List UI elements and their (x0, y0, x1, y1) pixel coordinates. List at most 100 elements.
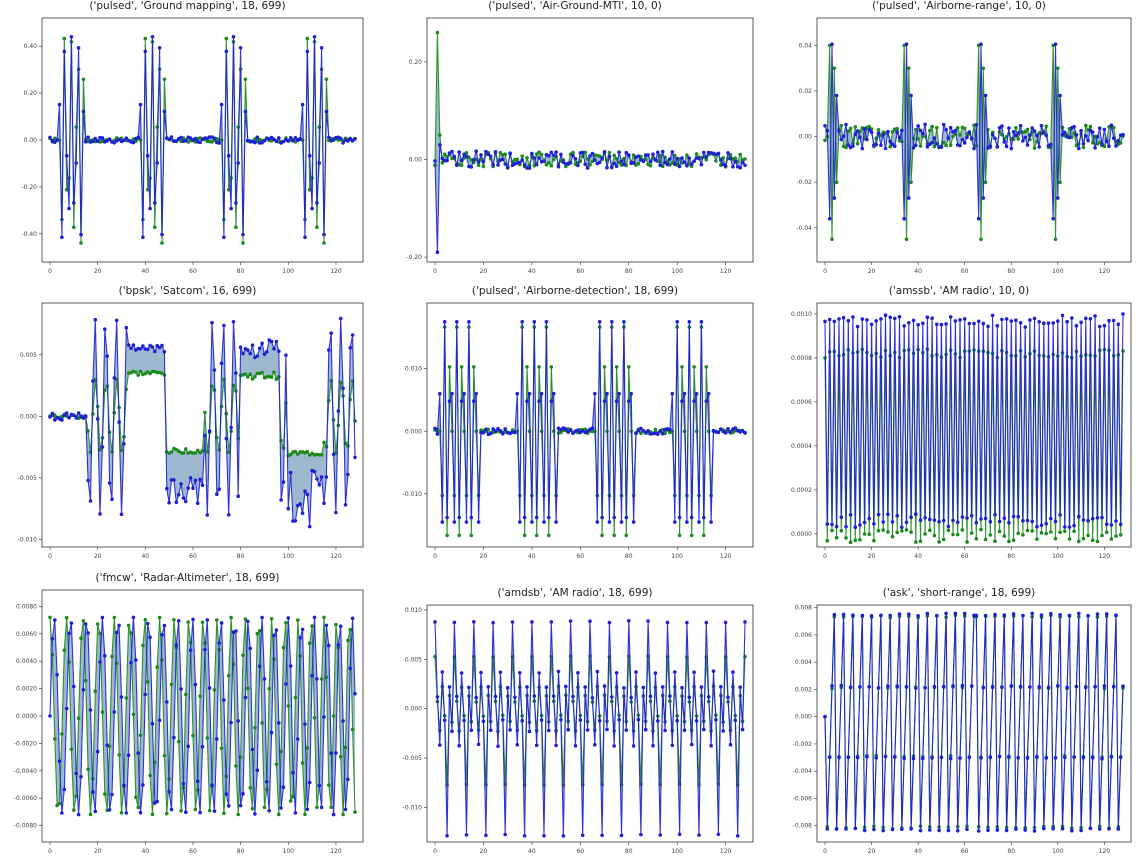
data-point (438, 743, 442, 747)
data-point (997, 519, 1002, 524)
data-point (1014, 133, 1018, 138)
data-point (241, 791, 245, 796)
data-point (904, 685, 909, 689)
data-point (184, 692, 188, 697)
data-point (646, 153, 650, 157)
x-tick-label: 80 (1007, 848, 1015, 855)
data-point (1090, 756, 1095, 760)
data-point (518, 520, 522, 524)
data-point (179, 135, 183, 140)
data-point (1100, 142, 1104, 146)
data-point (1021, 139, 1025, 143)
data-point (670, 391, 675, 396)
data-point (226, 804, 231, 808)
data-point (1093, 684, 1097, 689)
data-point (1121, 132, 1125, 137)
data-point (243, 617, 248, 621)
data-point (937, 540, 941, 544)
data-point (1023, 325, 1027, 329)
data-point (48, 714, 52, 718)
data-point (131, 712, 136, 717)
x-tick-label: 20 (94, 268, 102, 275)
data-point (291, 139, 295, 143)
data-point (967, 755, 972, 760)
data-point (481, 431, 486, 435)
data-point (1107, 827, 1111, 831)
data-point (612, 153, 616, 158)
x-tick-label: 80 (237, 553, 245, 560)
data-point (997, 754, 1002, 759)
data-point (566, 430, 570, 434)
data-point (260, 140, 264, 145)
data-point (138, 102, 143, 107)
x-tick-label: 60 (576, 553, 584, 560)
data-point (937, 520, 941, 524)
data-point (1025, 143, 1030, 147)
data-point (941, 122, 946, 127)
data-point (832, 319, 837, 324)
data-point (578, 718, 583, 722)
x-tick-label: 60 (189, 553, 197, 560)
data-point (993, 612, 997, 617)
data-point (675, 156, 679, 161)
data-point (692, 670, 696, 674)
data-point (900, 525, 904, 529)
data-point (888, 145, 892, 149)
plot-frame (816, 604, 1132, 843)
data-point (129, 660, 133, 665)
data-point (627, 153, 631, 157)
data-point (1104, 530, 1109, 534)
data-point (675, 718, 679, 723)
data-point (1088, 124, 1093, 129)
data-point (832, 66, 837, 70)
data-point (438, 133, 442, 137)
data-point (981, 321, 986, 326)
data-point (445, 533, 449, 538)
data-point (862, 828, 867, 833)
data-point (962, 141, 967, 145)
data-point (174, 643, 179, 647)
y-tick-label: 0.00 (799, 134, 813, 141)
data-point (1074, 323, 1079, 328)
data-point (731, 165, 735, 169)
data-point (205, 736, 210, 740)
data-point (110, 497, 114, 502)
series-q-line (824, 313, 1124, 528)
data-point (673, 670, 677, 674)
data-point (1109, 755, 1114, 759)
data-point (1058, 180, 1062, 184)
data-point (327, 643, 331, 648)
data-point (723, 431, 728, 435)
data-point (853, 132, 858, 136)
y-tick-label: -0.005 (18, 475, 38, 482)
data-point (858, 523, 862, 527)
data-point (830, 42, 834, 46)
data-point (895, 513, 899, 518)
data-point (207, 808, 212, 813)
chart-panel-6: ('amssb', 'AM radio', 10, 0) 0 20 40 60 80 10… (775, 285, 1143, 565)
chart-title: ('ask', 'short-range', 18, 699) (882, 587, 1036, 599)
data-point (1114, 534, 1118, 538)
data-point (909, 827, 913, 831)
data-point (459, 365, 464, 369)
data-point (893, 316, 897, 321)
data-point (248, 351, 252, 356)
data-point (958, 318, 962, 322)
data-point (928, 128, 932, 133)
data-point (869, 130, 874, 135)
data-point (160, 241, 164, 245)
data-point (974, 521, 979, 525)
data-point (447, 685, 452, 689)
data-point (941, 537, 946, 542)
data-point (911, 756, 916, 761)
data-point (988, 755, 993, 759)
data-point (447, 399, 452, 403)
data-point (907, 66, 911, 70)
data-point (834, 93, 839, 98)
data-point (559, 718, 563, 722)
y-tick-label: 0.002 (795, 686, 812, 693)
data-point (274, 339, 279, 344)
data-point (265, 780, 269, 784)
data-point (547, 160, 551, 165)
data-point (673, 162, 677, 166)
